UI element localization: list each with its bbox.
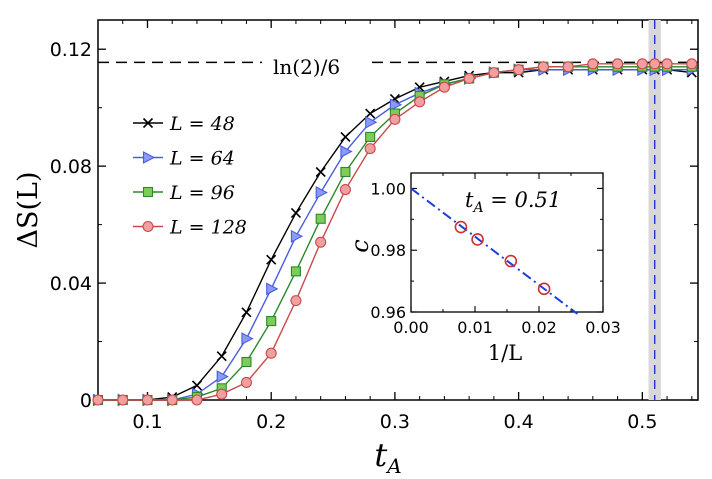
data-point [661,58,673,70]
marker-stroke [216,351,227,362]
data-point [266,254,277,265]
inset-y-tick-label: 0.96 [370,303,406,322]
data-point [315,166,326,178]
data-point [649,58,661,70]
data-point [265,347,277,359]
x-tick-label: 0.1 [132,411,162,433]
marker-stroke [340,131,351,142]
data-point [241,332,254,346]
data-point [290,207,302,218]
marker-stroke [365,108,376,119]
data-point [240,376,253,389]
x-tick-label: 0.5 [627,411,657,433]
inset-x-axis-label: 1/L [488,341,522,365]
inset-y-tick-label: 0.98 [370,241,406,260]
data-point [365,108,376,119]
legend-marker [142,220,154,233]
data-point [216,370,229,384]
data-point [290,295,302,307]
data-point [488,67,500,79]
inset-data-point [537,282,551,296]
inset-x-tick-label: 0.01 [457,318,493,337]
data-point [389,98,403,112]
data-point [216,388,228,400]
marker-stroke [142,117,154,129]
legend-label: L = 48 [169,113,235,135]
data-point [266,316,277,327]
data-point [191,380,203,391]
data-point [562,61,574,73]
data-point [339,183,351,196]
data-point [636,58,648,70]
inset-plot-frame [410,172,604,313]
data-point [463,72,475,85]
marker-stroke [191,380,203,391]
y-tick-label: 0.08 [50,156,92,178]
legend-label: L = 64 [169,148,235,170]
data-point [241,307,252,318]
data-point [513,64,525,76]
marker-stroke [241,307,252,318]
data-point [537,61,549,73]
inset-x-tick-label: 0.03 [585,318,621,337]
data-point [290,266,301,277]
main-x-axis-label: tA [374,436,401,478]
marker-stroke [315,166,326,178]
inset-x-tick-label: 0.02 [521,318,557,337]
data-point [241,356,252,368]
inset-x-tick-label: 0.00 [393,318,429,337]
legend-marker [142,186,154,198]
main-y-axis-label: ΔS(L) [13,172,44,249]
inset-y-tick-label: 1.00 [370,179,406,198]
data-point [686,58,698,70]
y-tick-label: 0.04 [50,273,92,295]
data-point [141,394,154,406]
data-point [191,394,203,406]
data-point [365,115,378,129]
x-tick-label: 0.3 [380,411,410,433]
data-point [587,58,599,70]
data-point [340,131,351,142]
x-tick-label: 0.2 [256,411,286,433]
data-point [612,58,624,70]
inset-y-axis-label: c [346,239,374,252]
data-point [364,143,376,155]
reference-line-label: ln(2)/6 [273,55,340,79]
data-point [266,282,279,296]
inset-data-point [504,254,518,268]
legend-marker [142,151,156,164]
critical-band [648,20,661,400]
marker-stroke [290,207,302,218]
series-128 [92,58,698,406]
legend-marker [142,117,154,129]
data-point [315,213,326,224]
data-point [438,81,450,93]
data-point [340,145,353,158]
inset-data-point [471,233,484,246]
x-tick-label: 0.4 [504,411,534,433]
data-point [216,351,227,362]
inset-data-point [454,220,468,234]
data-point [92,394,104,406]
data-point [290,229,304,243]
data-point [117,394,129,406]
inset-fit-line [410,187,579,315]
inset-title: tA = 0.51 [465,188,561,216]
marker-stroke [266,254,277,265]
y-tick-label: 0 [80,390,92,412]
data-point [414,96,426,108]
data-point [315,186,328,199]
legend-label: L = 96 [169,182,235,204]
main-plot-frame [97,19,699,401]
legend: L = 48 L = 64 L = 96 L = 128 [133,113,247,239]
data-point [389,113,401,125]
data-point [315,236,327,248]
legend-label: L = 128 [169,217,247,239]
data-point [340,166,351,178]
data-point [365,131,376,142]
data-point [166,394,178,406]
y-tick-label: 0.12 [50,39,92,61]
